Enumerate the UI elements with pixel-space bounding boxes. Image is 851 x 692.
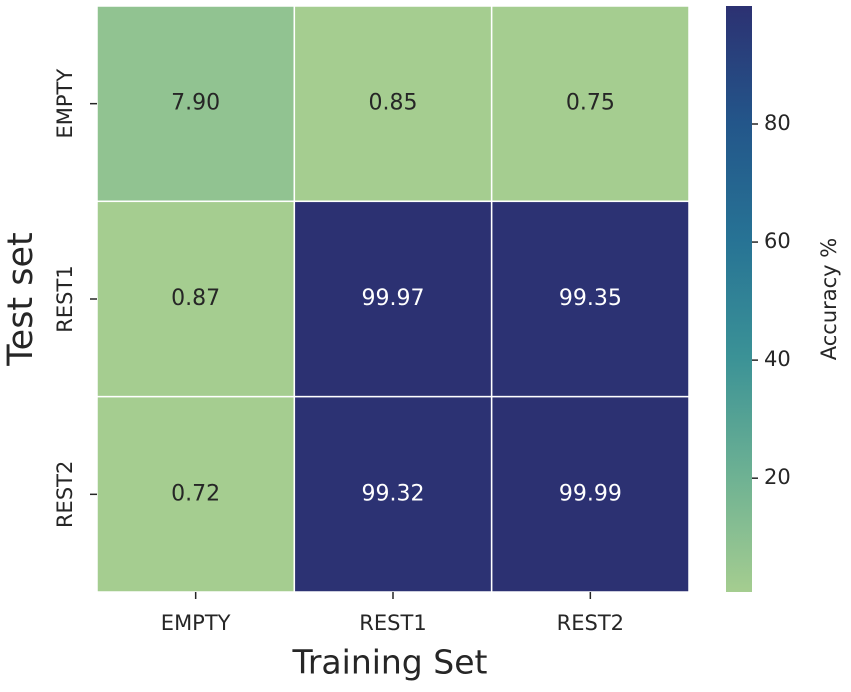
y-axis-label: Test set bbox=[1, 232, 41, 367]
x-axis-label: Training Set bbox=[292, 643, 488, 682]
colorbar-tick-label: 60 bbox=[764, 229, 791, 253]
cell-label: 0.75 bbox=[566, 91, 615, 116]
x-tick-label: REST2 bbox=[557, 611, 624, 635]
x-tick-label: REST1 bbox=[359, 611, 426, 635]
heatmap-cell bbox=[490, 5, 690, 203]
y-tick-label: EMPTY bbox=[53, 69, 77, 139]
heatmap-cell bbox=[293, 5, 493, 203]
cell-label: 0.85 bbox=[369, 91, 418, 116]
heatmap-cell bbox=[96, 5, 296, 203]
colorbar-tick-label: 80 bbox=[764, 111, 791, 135]
cell-label: 99.97 bbox=[362, 286, 425, 311]
cell-label: 0.87 bbox=[171, 286, 220, 311]
heatmap-cell bbox=[293, 395, 493, 593]
heatmap-cell bbox=[96, 200, 296, 398]
y-tick-label: REST1 bbox=[53, 265, 77, 332]
heatmap-cell bbox=[490, 200, 690, 398]
colorbar bbox=[726, 6, 752, 592]
x-tick-label: EMPTY bbox=[161, 611, 231, 635]
cell-label: 99.35 bbox=[559, 286, 622, 311]
cell-label: 99.99 bbox=[559, 481, 622, 506]
colorbar-label: Accuracy % bbox=[817, 238, 841, 361]
colorbar-tick-label: 20 bbox=[764, 465, 791, 489]
heatmap-cell bbox=[293, 200, 493, 398]
cell-label: 99.32 bbox=[362, 481, 425, 506]
colorbar-tick-label: 40 bbox=[764, 347, 791, 371]
cell-label: 7.90 bbox=[171, 91, 220, 116]
cell-label: 0.72 bbox=[171, 481, 220, 506]
y-tick-label: REST2 bbox=[53, 461, 77, 528]
